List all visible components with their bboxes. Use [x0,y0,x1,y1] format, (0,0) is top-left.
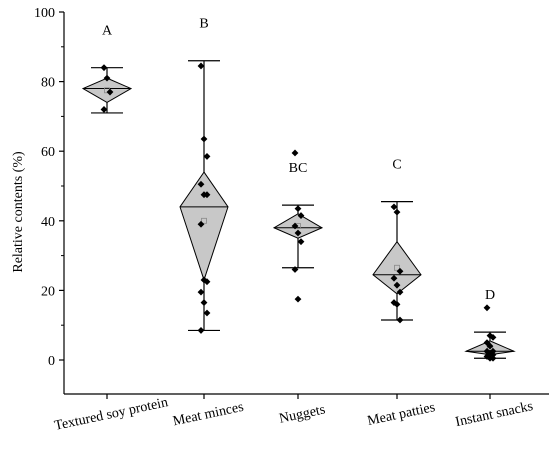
significance-letter: D [485,288,495,303]
data-point [396,267,404,275]
y-axis-label: Relative contents (%) [11,151,26,273]
axes [63,12,549,395]
x-category-label: Nuggets [278,402,327,426]
group-textured-soy-protein: A Textured soy protein [53,24,169,434]
data-point [103,74,111,82]
diamond-box [81,77,133,104]
data-point [294,205,302,213]
data-point [489,333,497,341]
data-point [390,203,398,211]
data-point [393,281,401,289]
data-point [489,354,497,362]
x-category-label: Meat minces [172,400,245,430]
data-point [393,208,401,216]
data-point [200,299,208,306]
y-tick-label: 100 [34,6,55,21]
significance-letter: BC [289,161,308,176]
data-point [291,222,299,230]
data-point [100,64,108,72]
mean-marker [201,217,207,224]
x-category-label: Textured soy protein [53,395,169,434]
y-tick-label: 60 [41,145,55,160]
data-point [393,300,401,308]
data-point [197,327,205,334]
significance-letter: C [392,158,401,173]
data-point [203,191,211,199]
data-point [291,266,299,273]
data-point [396,288,404,296]
data-point [197,180,205,188]
data-point [396,316,404,324]
data-point [203,309,211,317]
significance-letter: A [102,24,113,39]
data-point [390,274,398,282]
data-point [390,299,398,306]
x-category-label: Meat patties [366,400,436,429]
mean-marker [394,264,400,271]
data-point [100,106,108,113]
y-tick-label: 80 [41,76,55,91]
data-point [297,238,305,246]
data-point [297,212,305,219]
diamond-box [179,171,229,282]
group-meat-patties: C Meat patties [366,158,436,429]
y-tick-label: 20 [41,284,55,299]
data-point [486,342,494,350]
data-point [291,149,299,157]
significance-letter: B [199,17,208,32]
data-point [197,62,205,70]
data-point [203,153,211,160]
data-point [106,88,114,96]
data-point [483,347,491,355]
x-category-label: Instant snacks [454,399,534,430]
group-nuggets: BC Nuggets [272,149,327,427]
data-point [483,353,491,360]
group-meat-minces: B Meat minces [172,17,245,430]
data-groups: A Textured soy protein B Meat minces BC Nugge… [53,17,534,434]
data-point [294,295,302,303]
data-point [203,278,211,286]
group-instant-snacks: D Instant snacks [454,288,534,430]
data-point [483,304,491,312]
data-point [197,220,205,228]
data-point [294,229,302,237]
data-point [200,135,208,143]
data-point [489,347,497,355]
y-tick-label: 40 [41,215,55,230]
diamond-box [372,240,422,295]
y-ticks: 0 20 40 60 80 100 [34,6,64,369]
data-point [197,288,205,296]
y-tick-label: 0 [48,354,55,369]
